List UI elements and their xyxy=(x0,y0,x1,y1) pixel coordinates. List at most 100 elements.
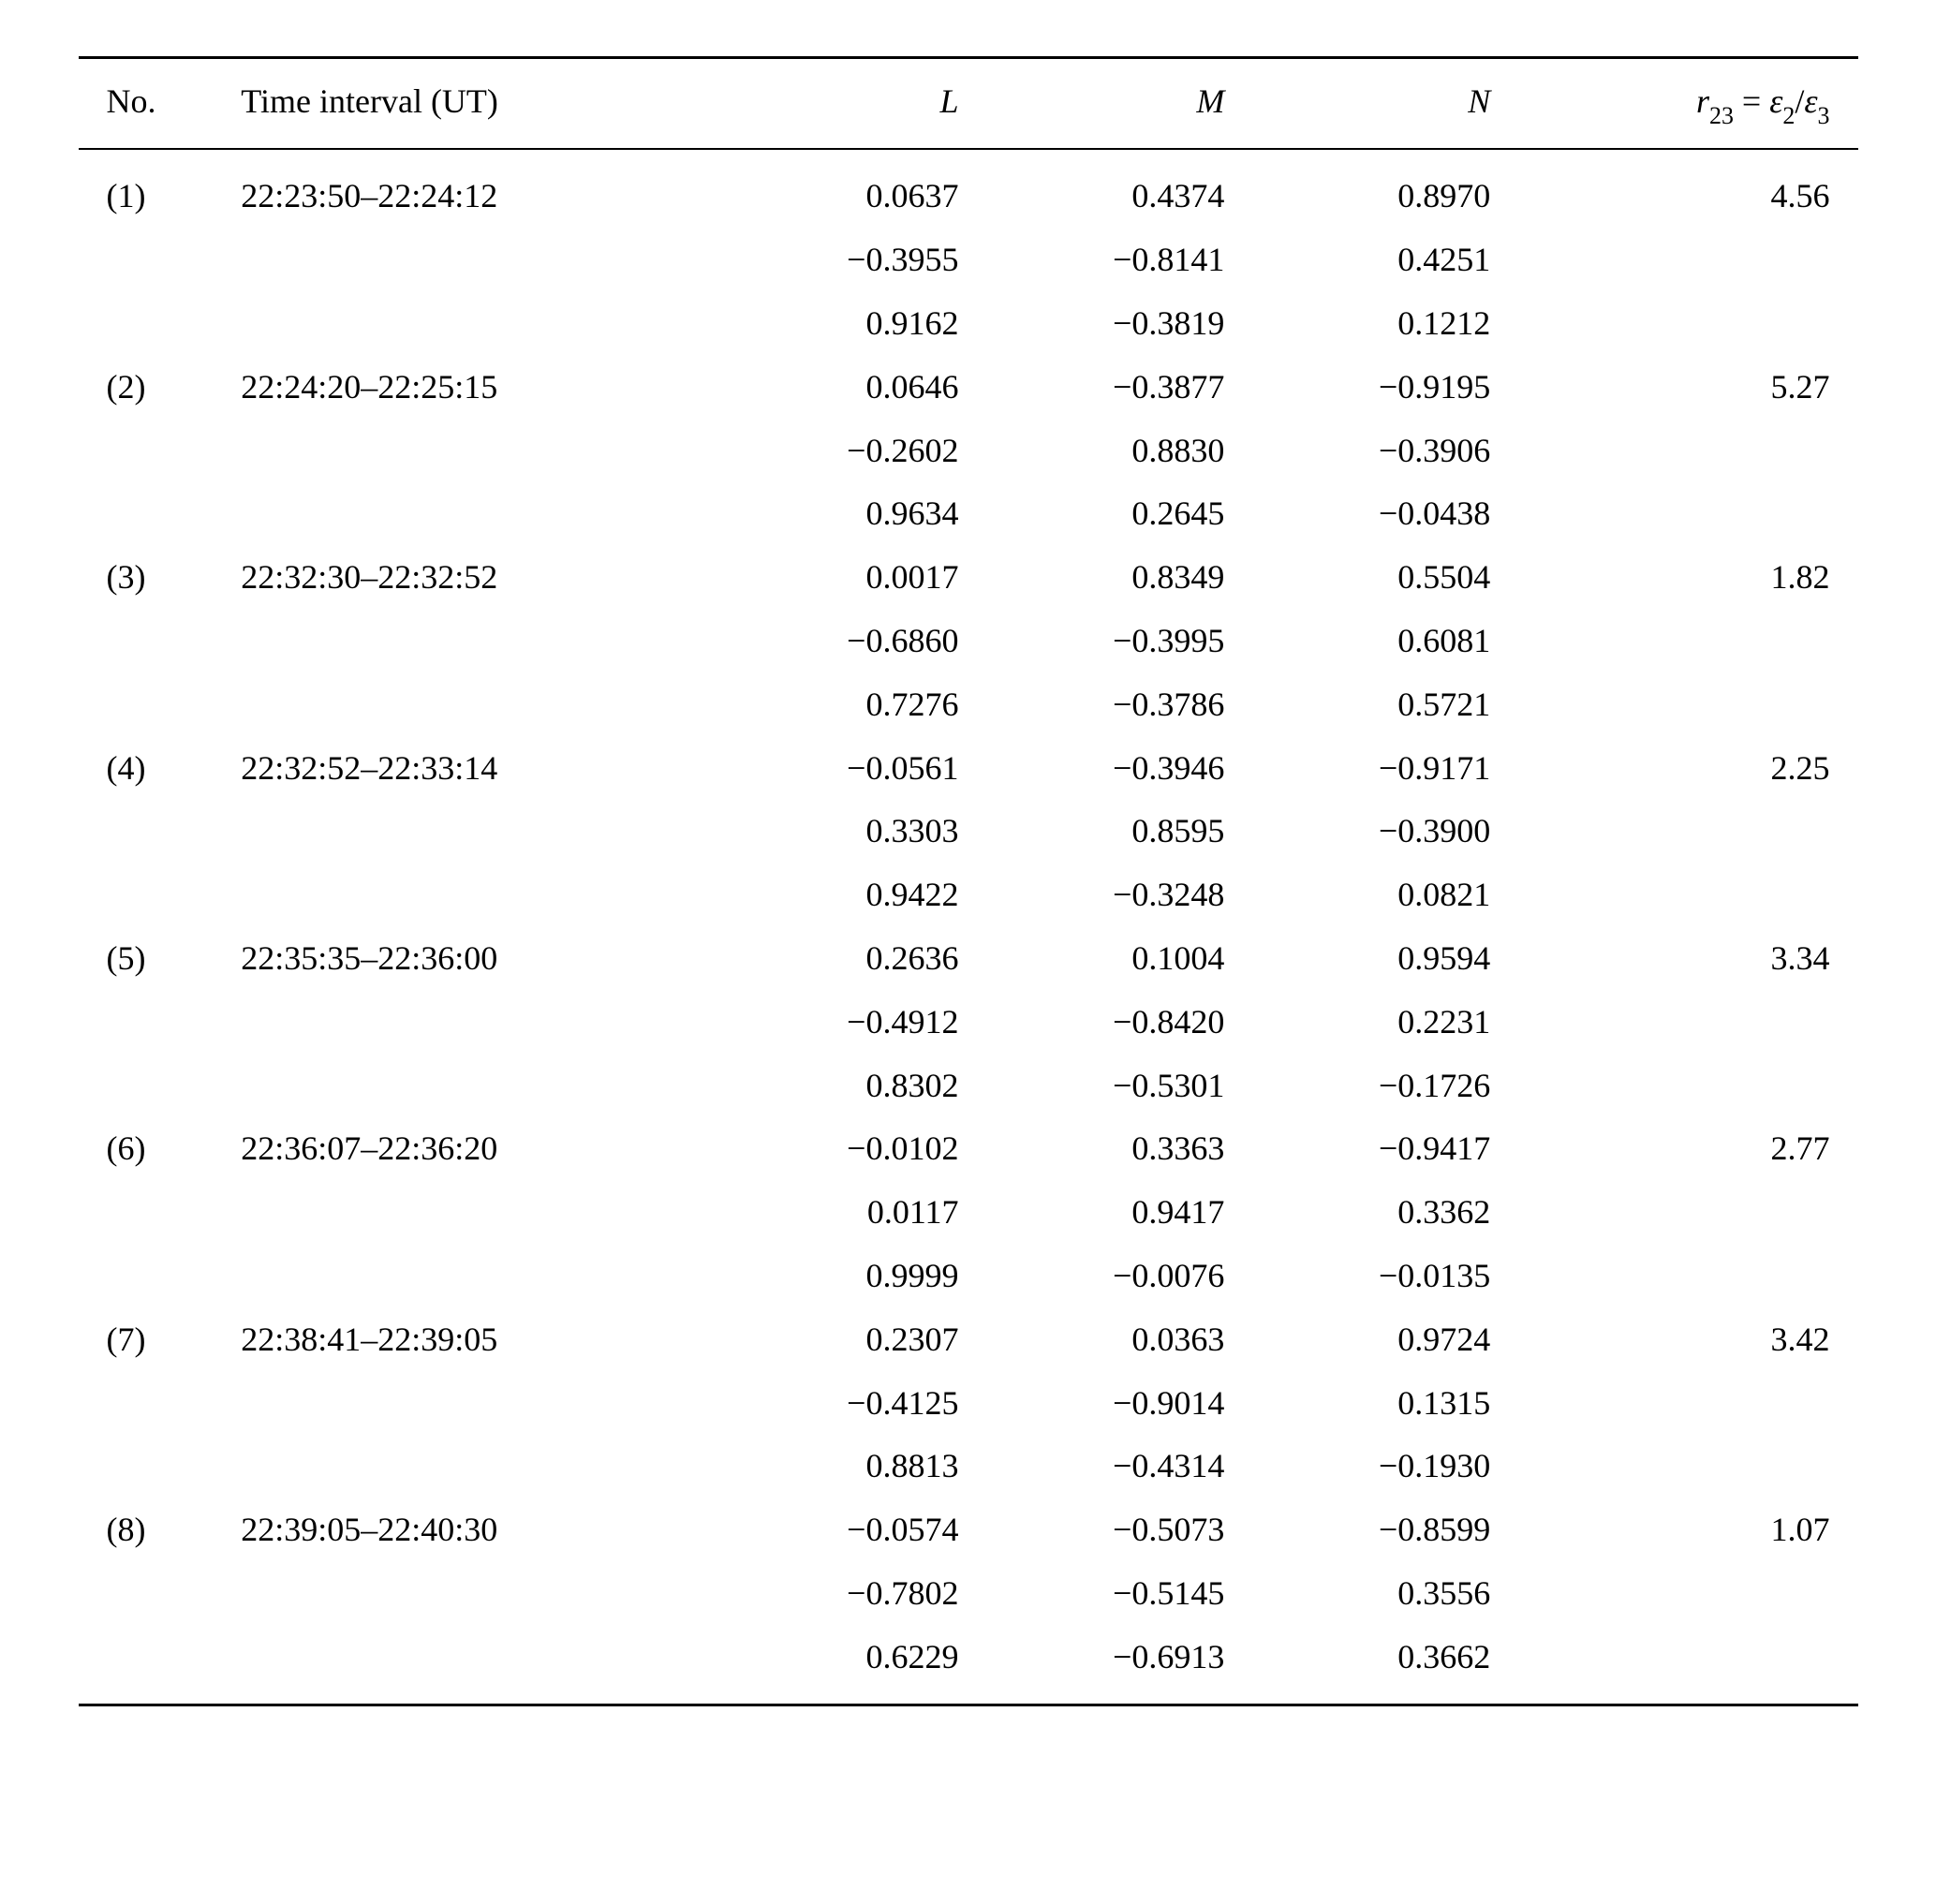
cell-N: 0.8970 xyxy=(1234,149,1500,229)
cell-time xyxy=(231,1372,702,1436)
cell-ratio: 2.25 xyxy=(1500,737,1857,801)
cell-time: 22:38:41–22:39:05 xyxy=(231,1308,702,1372)
cell-L: −0.4125 xyxy=(702,1372,968,1436)
cell-M: −0.3786 xyxy=(968,673,1234,737)
cell-N: 0.3556 xyxy=(1234,1562,1500,1626)
cell-no xyxy=(79,1372,232,1436)
cell-ratio: 1.82 xyxy=(1500,546,1857,610)
cell-time xyxy=(231,991,702,1055)
cell-no xyxy=(79,800,232,863)
cell-no xyxy=(79,863,232,927)
table-row: 0.6229−0.69130.3662 xyxy=(79,1626,1858,1705)
cell-L: −0.4912 xyxy=(702,991,968,1055)
cell-M: −0.6913 xyxy=(968,1626,1234,1705)
table-body: (1)22:23:50–22:24:120.06370.43740.89704.… xyxy=(79,149,1858,1705)
cell-L: 0.3303 xyxy=(702,800,968,863)
cell-no xyxy=(79,482,232,546)
cell-L: 0.0637 xyxy=(702,149,968,229)
cell-ratio xyxy=(1500,1181,1857,1245)
cell-time: 22:32:52–22:33:14 xyxy=(231,737,702,801)
cell-time: 22:39:05–22:40:30 xyxy=(231,1498,702,1562)
cell-M: 0.0363 xyxy=(968,1308,1234,1372)
cell-ratio xyxy=(1500,1372,1857,1436)
table-row: (8)22:39:05–22:40:30−0.0574−0.5073−0.859… xyxy=(79,1498,1858,1562)
cell-time: 22:36:07–22:36:20 xyxy=(231,1117,702,1181)
table-row: 0.9162−0.38190.1212 xyxy=(79,292,1858,356)
cell-time xyxy=(231,1245,702,1308)
header-no: No. xyxy=(79,58,232,150)
table-row: (6)22:36:07–22:36:20−0.01020.3363−0.9417… xyxy=(79,1117,1858,1181)
table-row: −0.7802−0.51450.3556 xyxy=(79,1562,1858,1626)
cell-N: −0.1930 xyxy=(1234,1435,1500,1498)
cell-time xyxy=(231,673,702,737)
cell-M: −0.9014 xyxy=(968,1372,1234,1436)
cell-no: (6) xyxy=(79,1117,232,1181)
cell-N: 0.0821 xyxy=(1234,863,1500,927)
cell-ratio xyxy=(1500,800,1857,863)
ratio-eq: = xyxy=(1734,82,1769,120)
cell-time xyxy=(231,420,702,483)
cell-no xyxy=(79,292,232,356)
cell-L: 0.0017 xyxy=(702,546,968,610)
cell-L: 0.2636 xyxy=(702,927,968,991)
cell-ratio xyxy=(1500,1435,1857,1498)
cell-ratio: 3.42 xyxy=(1500,1308,1857,1372)
cell-N: −0.9417 xyxy=(1234,1117,1500,1181)
table-row: 0.7276−0.37860.5721 xyxy=(79,673,1858,737)
ratio-e3: ε xyxy=(1804,82,1817,120)
cell-no xyxy=(79,229,232,292)
cell-M: 0.2645 xyxy=(968,482,1234,546)
cell-ratio xyxy=(1500,229,1857,292)
cell-L: 0.7276 xyxy=(702,673,968,737)
cell-ratio: 3.34 xyxy=(1500,927,1857,991)
cell-time: 22:23:50–22:24:12 xyxy=(231,149,702,229)
cell-no xyxy=(79,610,232,673)
cell-L: 0.8813 xyxy=(702,1435,968,1498)
cell-ratio: 4.56 xyxy=(1500,149,1857,229)
cell-no xyxy=(79,1435,232,1498)
table-row: (4)22:32:52–22:33:14−0.0561−0.3946−0.917… xyxy=(79,737,1858,801)
cell-N: 0.6081 xyxy=(1234,610,1500,673)
cell-N: −0.3906 xyxy=(1234,420,1500,483)
table-row: 0.8302−0.5301−0.1726 xyxy=(79,1055,1858,1118)
table-row: (1)22:23:50–22:24:120.06370.43740.89704.… xyxy=(79,149,1858,229)
table-row: (5)22:35:35–22:36:000.26360.10040.95943.… xyxy=(79,927,1858,991)
cell-ratio xyxy=(1500,482,1857,546)
cell-L: 0.0117 xyxy=(702,1181,968,1245)
table-row: 0.96340.2645−0.0438 xyxy=(79,482,1858,546)
cell-M: −0.3877 xyxy=(968,356,1234,420)
ratio-e2-sub: 2 xyxy=(1782,102,1795,129)
header-L: L xyxy=(702,58,968,150)
cell-time xyxy=(231,610,702,673)
ratio-r: r xyxy=(1696,82,1709,120)
cell-time xyxy=(231,800,702,863)
cell-N: 0.3662 xyxy=(1234,1626,1500,1705)
cell-L: −0.7802 xyxy=(702,1562,968,1626)
cell-time: 22:32:30–22:32:52 xyxy=(231,546,702,610)
cell-no xyxy=(79,1626,232,1705)
cell-no: (2) xyxy=(79,356,232,420)
cell-N: −0.3900 xyxy=(1234,800,1500,863)
table-row: (3)22:32:30–22:32:520.00170.83490.55041.… xyxy=(79,546,1858,610)
cell-time xyxy=(231,229,702,292)
table-row: (7)22:38:41–22:39:050.23070.03630.97243.… xyxy=(79,1308,1858,1372)
cell-N: 0.5504 xyxy=(1234,546,1500,610)
cell-L: −0.0102 xyxy=(702,1117,968,1181)
cell-N: −0.8599 xyxy=(1234,1498,1500,1562)
cell-no xyxy=(79,1181,232,1245)
cell-M: −0.3946 xyxy=(968,737,1234,801)
header-N: N xyxy=(1234,58,1500,150)
cell-M: −0.5301 xyxy=(968,1055,1234,1118)
cell-L: 0.2307 xyxy=(702,1308,968,1372)
cell-time xyxy=(231,292,702,356)
cell-M: −0.3819 xyxy=(968,292,1234,356)
cell-M: 0.8349 xyxy=(968,546,1234,610)
cell-no: (5) xyxy=(79,927,232,991)
table-header-row: No. Time interval (UT) L M N r23 = ε2/ε3 xyxy=(79,58,1858,150)
table-row: −0.3955−0.81410.4251 xyxy=(79,229,1858,292)
cell-N: 0.9724 xyxy=(1234,1308,1500,1372)
header-M: M xyxy=(968,58,1234,150)
cell-N: −0.9195 xyxy=(1234,356,1500,420)
cell-M: −0.3995 xyxy=(968,610,1234,673)
cell-time xyxy=(231,1055,702,1118)
